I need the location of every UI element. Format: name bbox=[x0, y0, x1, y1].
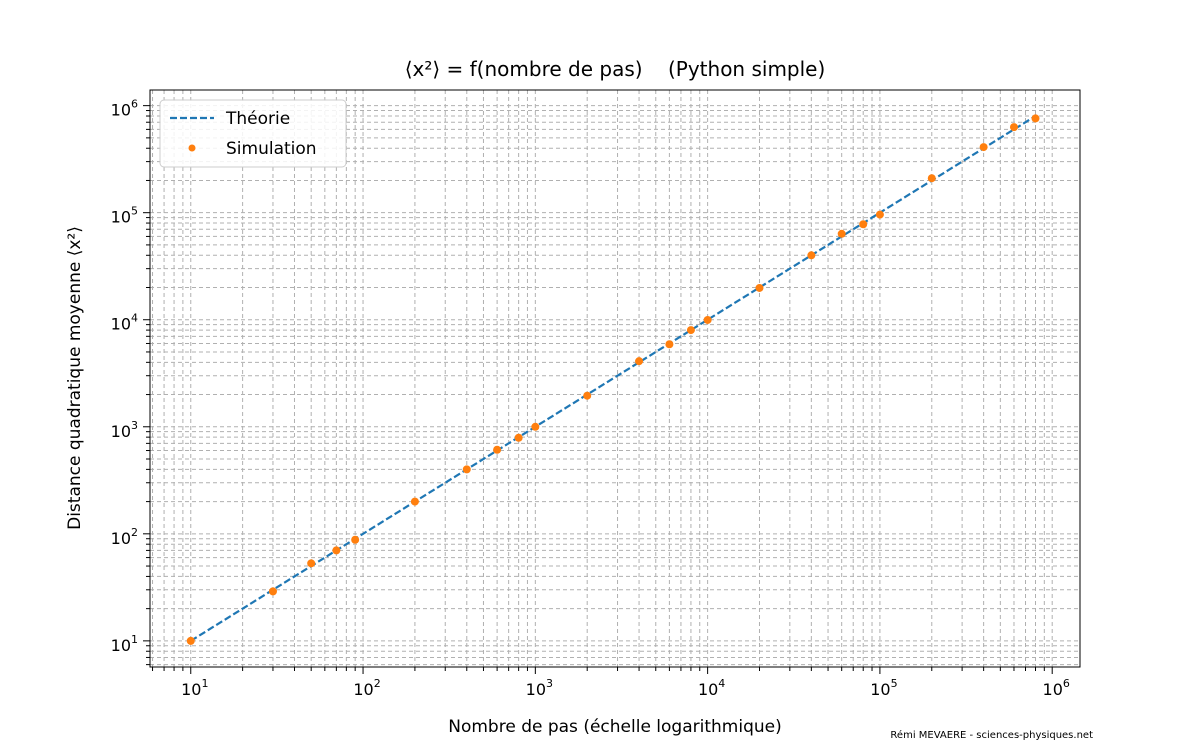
series-layer bbox=[186, 114, 1040, 645]
simulation-point bbox=[462, 465, 471, 474]
simulation-point bbox=[875, 210, 884, 219]
simulation-point bbox=[332, 546, 341, 555]
simulation-point bbox=[703, 315, 712, 324]
y-tick-label: 101 bbox=[111, 633, 138, 655]
y-tick-label: 104 bbox=[111, 312, 138, 334]
y-tick-label: 103 bbox=[111, 419, 138, 441]
legend-dot-swatch bbox=[188, 144, 196, 152]
y-tick-label: 106 bbox=[111, 98, 138, 120]
simulation-point bbox=[531, 422, 540, 431]
legend-label-simulation: Simulation bbox=[226, 139, 317, 159]
legend-box bbox=[159, 99, 347, 168]
simulation-point bbox=[807, 251, 816, 260]
simulation-point bbox=[1009, 123, 1018, 132]
y-tick-label: 102 bbox=[111, 526, 138, 548]
legend-label-theorie: Théorie bbox=[225, 109, 290, 129]
x-tick-label: 102 bbox=[353, 677, 380, 699]
grid bbox=[150, 90, 1080, 667]
simulation-point bbox=[635, 357, 644, 366]
plot-frame bbox=[149, 89, 1081, 668]
x-tick-label: 104 bbox=[698, 677, 725, 699]
simulation-point bbox=[755, 283, 764, 292]
x-tick-label: 105 bbox=[870, 677, 897, 699]
simulation-point bbox=[1031, 114, 1040, 123]
simulation-point bbox=[837, 229, 846, 238]
credit-text: Rémi MEVAERE - sciences-physiques.net bbox=[890, 729, 1093, 741]
simulation-point bbox=[979, 143, 988, 152]
simulation-point bbox=[307, 559, 316, 568]
chart-title: ⟨x²⟩ = f(nombre de pas) (Python simple) bbox=[405, 57, 826, 81]
simulation-point bbox=[583, 391, 592, 400]
simulation-point bbox=[665, 340, 674, 349]
x-tick-label: 101 bbox=[181, 677, 208, 699]
x-tick-label: 106 bbox=[1043, 677, 1070, 699]
simulation-point bbox=[493, 445, 502, 454]
simulation-point bbox=[514, 433, 523, 442]
simulation-point bbox=[268, 587, 277, 596]
simulation-point bbox=[686, 326, 695, 335]
legend: Théorie Simulation bbox=[159, 99, 347, 168]
y-tick-label: 105 bbox=[111, 205, 138, 227]
x-tick-label: 103 bbox=[526, 677, 553, 699]
series-line-theorie bbox=[190, 115, 1037, 642]
simulation-point bbox=[351, 535, 360, 544]
x-axis-label: Nombre de pas (échelle logarithmique) bbox=[448, 717, 781, 737]
simulation-point bbox=[927, 174, 936, 183]
ticks: 101 102 103 104 105 106 101 102 103 104 105 106 bbox=[111, 98, 1070, 699]
simulation-point bbox=[186, 636, 195, 645]
simulation-point bbox=[410, 497, 419, 506]
simulation-point bbox=[859, 220, 868, 229]
y-axis-label: Distance quadratique moyenne ⟨x²⟩ bbox=[65, 226, 85, 530]
